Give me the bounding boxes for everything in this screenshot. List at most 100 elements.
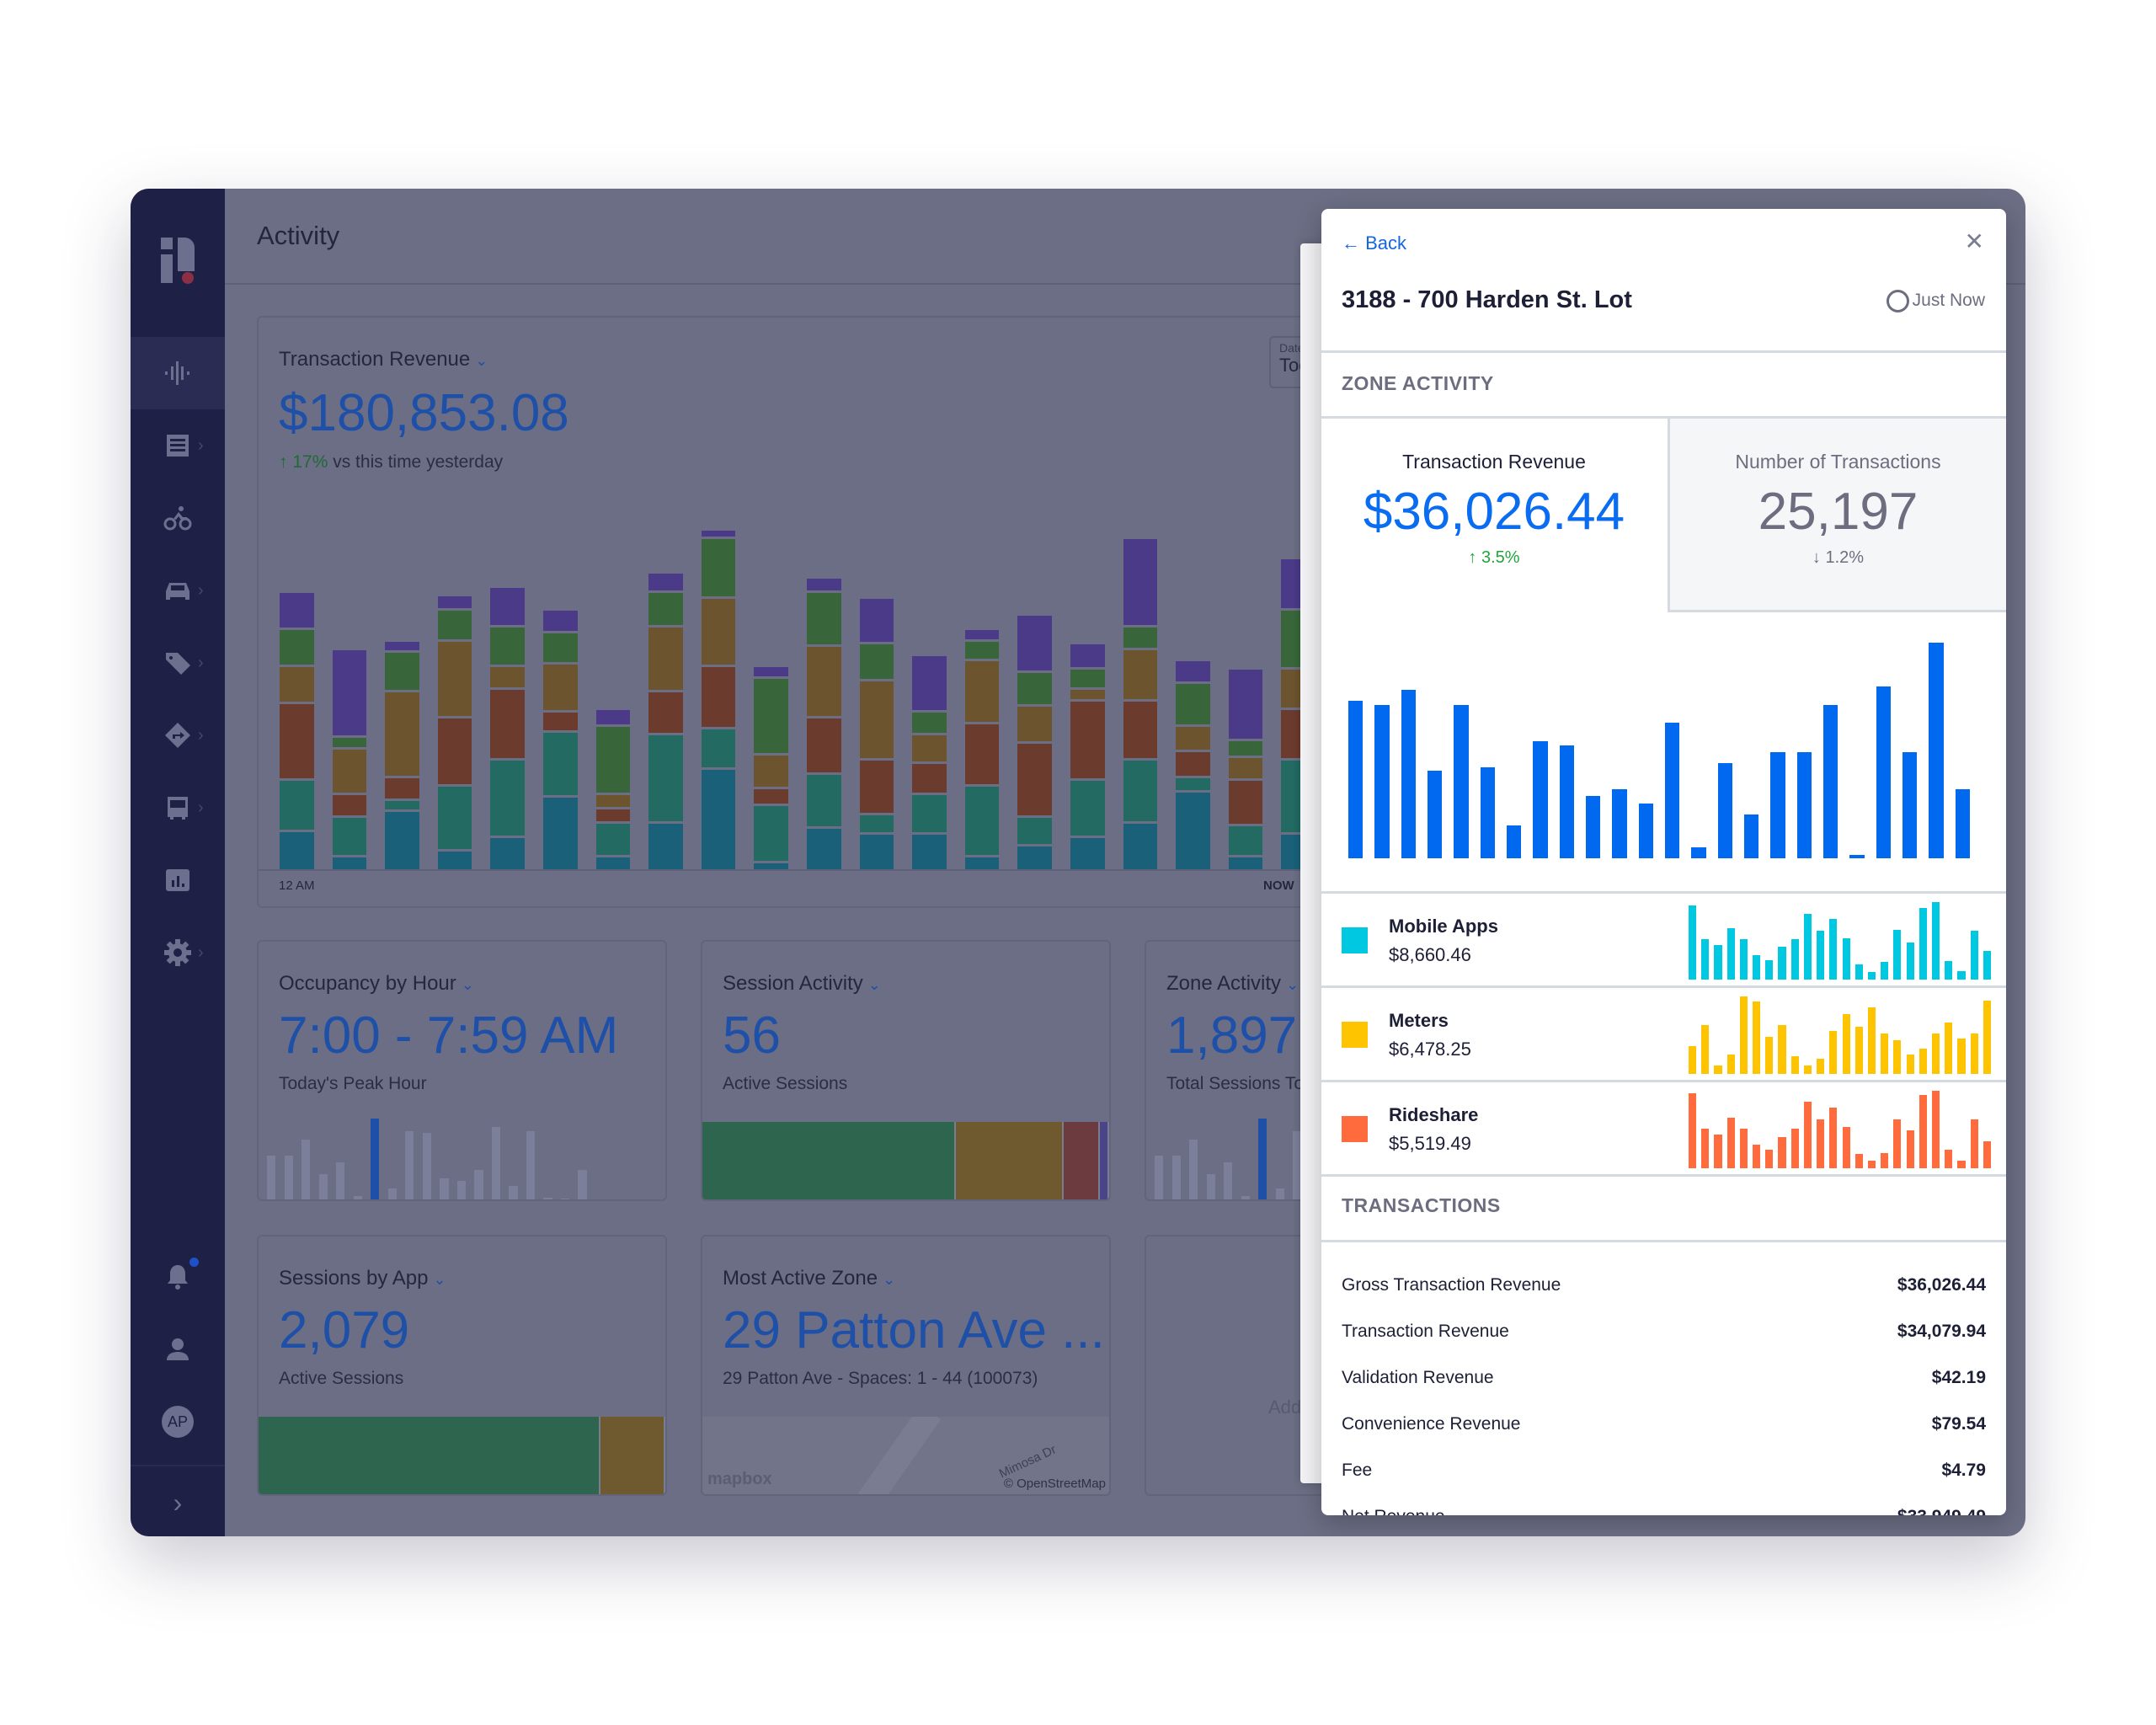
bar-segment[interactable] <box>1017 616 1052 670</box>
bar-segment[interactable] <box>859 644 894 679</box>
bar-segment[interactable] <box>1070 644 1105 668</box>
bar-segment[interactable] <box>912 794 947 833</box>
bar-segment[interactable] <box>1070 690 1105 699</box>
bar-segment[interactable] <box>332 738 367 747</box>
bar-segment[interactable] <box>964 857 1000 869</box>
bar-segment[interactable] <box>912 835 947 869</box>
bar-segment[interactable] <box>490 667 526 687</box>
source-row-rideshare[interactable]: Rideshare $5,519.49 <box>1321 1082 2006 1177</box>
bar-segment[interactable] <box>859 599 894 642</box>
breakdown-segment[interactable] <box>1100 1122 1109 1199</box>
bar-segment[interactable] <box>385 641 419 651</box>
source-row-mobile-apps[interactable]: Mobile Apps $8,660.46 <box>1321 894 2006 988</box>
bar-segment[interactable] <box>1017 817 1052 844</box>
bar-segment[interactable] <box>542 713 578 730</box>
bar-segment[interactable] <box>859 681 894 759</box>
sidebar-item-activity[interactable] <box>131 337 225 409</box>
bar-segment[interactable] <box>1228 758 1263 778</box>
bar-segment[interactable] <box>332 794 367 815</box>
bar-segment[interactable] <box>964 630 1000 639</box>
bar-segment[interactable] <box>332 649 367 736</box>
bar-segment[interactable] <box>1123 701 1158 759</box>
kpi-number-of-transactions[interactable]: Number of Transactions 25,197 ↓ 1.2% <box>1668 419 2006 612</box>
bar-segment[interactable] <box>1123 627 1158 648</box>
bar-segment[interactable] <box>806 593 841 645</box>
card-title[interactable]: Occupancy by Hour ⌄ <box>279 972 474 996</box>
bar-segment[interactable] <box>542 633 578 662</box>
bar-segment[interactable] <box>280 667 314 702</box>
bar-segment[interactable] <box>332 817 367 856</box>
bar-segment[interactable] <box>754 755 789 788</box>
breakdown-segment[interactable] <box>259 1417 600 1494</box>
bar-segment[interactable] <box>806 829 841 869</box>
bar-segment[interactable] <box>1228 857 1263 869</box>
bar-segment[interactable] <box>332 857 367 869</box>
bar-segment[interactable] <box>280 703 314 778</box>
bar-segment[interactable] <box>385 812 419 869</box>
bar-segment[interactable] <box>385 653 419 691</box>
bar-segment[interactable] <box>437 610 472 639</box>
bar-segment[interactable] <box>1123 761 1158 821</box>
bar-segment[interactable] <box>754 667 789 676</box>
bar-segment[interactable] <box>701 531 736 537</box>
bar-segment[interactable] <box>437 595 472 608</box>
bar-segment[interactable] <box>280 593 314 628</box>
sidebar-item-bikes[interactable] <box>131 482 225 554</box>
bar-segment[interactable] <box>754 862 789 869</box>
bar-segment[interactable] <box>385 692 419 776</box>
sidebar-item-transit[interactable]: › <box>131 772 225 844</box>
sidebar-item-rates[interactable]: › <box>131 627 225 699</box>
bar-segment[interactable] <box>806 718 841 773</box>
bar-segment[interactable] <box>701 769 736 869</box>
bar-segment[interactable] <box>1070 781 1105 836</box>
bar-segment[interactable] <box>542 664 578 710</box>
bar-segment[interactable] <box>595 794 631 807</box>
bar-segment[interactable] <box>1123 649 1158 699</box>
bar-segment[interactable] <box>1228 740 1263 756</box>
bar-segment[interactable] <box>1176 726 1210 750</box>
bar-segment[interactable] <box>437 786 472 850</box>
bar-segment[interactable] <box>542 610 578 631</box>
source-row-meters[interactable]: Meters $6,478.25 <box>1321 988 2006 1082</box>
bar-segment[interactable] <box>595 726 631 793</box>
bar-segment[interactable] <box>1070 670 1105 687</box>
bar-segment[interactable] <box>806 579 841 591</box>
close-button[interactable]: ✕ <box>1965 227 1984 255</box>
bar-segment[interactable] <box>542 732 578 796</box>
bar-segment[interactable] <box>648 627 683 691</box>
bar-segment[interactable] <box>754 789 789 804</box>
card-title[interactable]: Most Active Zone ⌄ <box>723 1267 895 1290</box>
bar-segment[interactable] <box>1176 661 1210 682</box>
bar-segment[interactable] <box>437 718 472 784</box>
bar-segment[interactable] <box>806 647 841 716</box>
bar-segment[interactable] <box>964 724 1000 784</box>
bar-segment[interactable] <box>332 749 367 793</box>
bar-segment[interactable] <box>595 709 631 724</box>
bar-segment[interactable] <box>964 786 1000 856</box>
bar-segment[interactable] <box>701 599 736 665</box>
zone-map[interactable]: mapbox Mimosa Dr © OpenStreetMap <box>702 1417 1109 1494</box>
bar-segment[interactable] <box>385 800 419 810</box>
bar-segment[interactable] <box>437 852 472 869</box>
bar-segment[interactable] <box>648 573 683 591</box>
bar-segment[interactable] <box>754 678 789 753</box>
bar-segment[interactable] <box>806 775 841 827</box>
bar-segment[interactable] <box>1123 823 1158 869</box>
back-button[interactable]: ← Back <box>1342 232 1406 254</box>
bar-segment[interactable] <box>1123 539 1158 625</box>
bar-segment[interactable] <box>1176 752 1210 776</box>
breakdown-segment[interactable] <box>955 1122 1064 1199</box>
bar-segment[interactable] <box>648 692 683 733</box>
bar-segment[interactable] <box>542 798 578 869</box>
bar-segment[interactable] <box>648 735 683 821</box>
bar-segment[interactable] <box>1228 781 1263 824</box>
bar-segment[interactable] <box>1176 792 1210 869</box>
bar-segment[interactable] <box>859 835 894 869</box>
bar-segment[interactable] <box>490 837 526 869</box>
bar-segment[interactable] <box>595 857 631 869</box>
bar-segment[interactable] <box>280 781 314 830</box>
bar-segment[interactable] <box>912 655 947 710</box>
bar-segment[interactable] <box>701 667 736 728</box>
bar-segment[interactable] <box>701 729 736 767</box>
bar-segment[interactable] <box>648 823 683 869</box>
